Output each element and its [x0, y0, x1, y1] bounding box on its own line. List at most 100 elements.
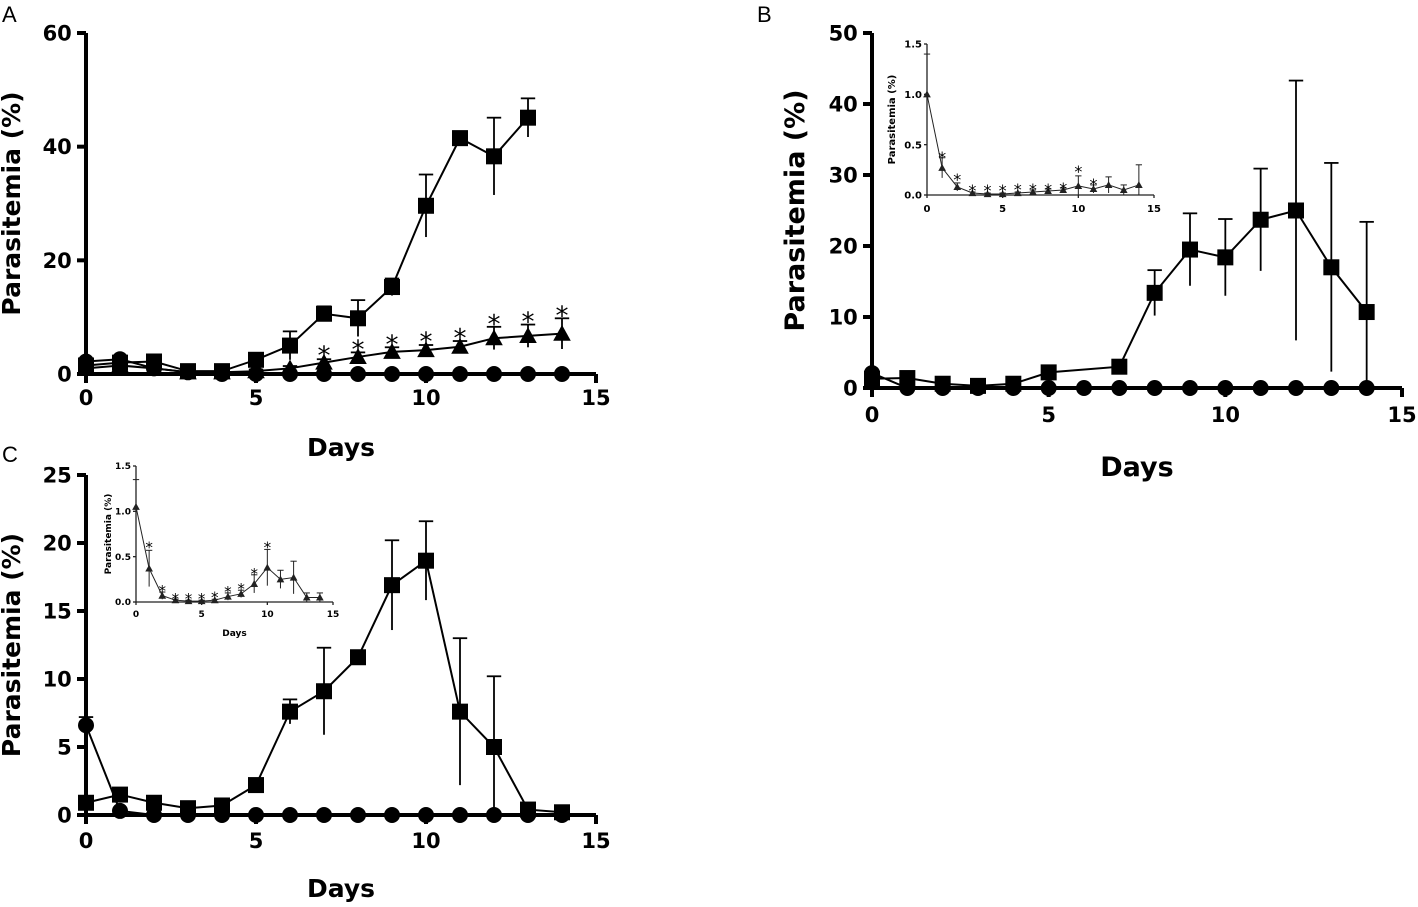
c-inset-x-tick-label-5: 5	[199, 610, 205, 620]
chart-panel-b-inset: 0 5 10 15 0.0 0.5 1.0 1.5 Parasitemia (%) * * * * * * *…	[887, 40, 1161, 215]
a-circle-point-1	[112, 351, 128, 368]
b-inset-y-tick-label-0.0: 0.0	[904, 191, 922, 202]
c-inset-x-tick-label-0: 0	[133, 610, 139, 620]
c-inset-y-tick-label-0.0: 0.0	[115, 598, 131, 608]
c-x-tick-label-10: 10	[411, 829, 440, 853]
b-inset-triangle-point-13	[1119, 186, 1128, 194]
b-inset-triangle-point-2	[953, 183, 962, 191]
c-x-tick-label-5: 5	[249, 829, 264, 853]
b-x-axis-title: Days	[1100, 452, 1173, 483]
b-inset-significance-star-7: *	[1029, 180, 1037, 199]
c-square-point-2	[146, 794, 162, 811]
c-x-tick-label-15: 15	[581, 829, 610, 853]
a-square-point-6	[282, 337, 298, 354]
c-inset-triangle-point-1	[145, 564, 153, 572]
c-y-tick-label-5: 5	[57, 736, 72, 760]
b-inset-significance-star-4: *	[984, 181, 992, 200]
b-square-point-8	[1146, 284, 1163, 301]
c-square-point-12	[486, 739, 502, 755]
c-y-tick-label-0: 0	[57, 804, 72, 828]
b-y-tick-label-10: 10	[829, 306, 858, 330]
b-x-tick-label-5: 5	[1041, 403, 1056, 427]
a-square-point-10	[418, 197, 434, 214]
c-inset-triangle-point-13	[302, 593, 311, 601]
b-y-tick-label-30: 30	[829, 164, 858, 188]
b-inset-significance-star-10: *	[1074, 162, 1082, 181]
c-y-tick-label-10: 10	[43, 668, 72, 692]
b-inset-significance-star-3: *	[968, 181, 976, 200]
a-y-tick-label-0: 0	[57, 363, 72, 387]
c-x-tick-label-0: 0	[79, 829, 94, 853]
c-square-point-9	[384, 577, 400, 594]
c-inset-x-axis-title: Days	[222, 629, 247, 639]
a-y-tick-label-20: 20	[43, 249, 72, 273]
b-inset-y-tick-label-0.5: 0.5	[904, 140, 922, 151]
b-square-point-11	[1252, 211, 1269, 228]
c-inset-triangle-point-12	[289, 573, 298, 581]
a-square-point-8	[350, 310, 366, 327]
b-y-tick-label-50: 50	[829, 22, 858, 46]
b-inset-significance-star-11: *	[1089, 175, 1097, 194]
a-triangle-point-10	[417, 341, 435, 358]
chart-panel-b: 0 5 10 15 0 10 20 30 40 50 Parasitemia (%) Days 0 5 10…	[780, 22, 1417, 483]
c-inset-y-axis-title: Parasitemia (%)	[104, 494, 114, 575]
b-inset-y-axis-title: Parasitemia (%)	[887, 75, 898, 165]
c-inset-significance-star-9: *	[250, 565, 258, 583]
c-inset-significance-star-10: *	[264, 539, 272, 557]
panel-letter-c: C	[2, 442, 18, 467]
c-inset-triangle-point-7	[224, 592, 232, 600]
c-inset-y-tick-label-0.5: 0.5	[115, 553, 131, 563]
b-square-point-14	[1358, 304, 1375, 321]
b-x-tick-label-10: 10	[1211, 403, 1240, 427]
a-triangle-point-12	[485, 329, 503, 346]
c-square-point-7	[316, 683, 332, 700]
b-inset-x-tick-label-15: 15	[1147, 204, 1161, 215]
a-triangle-point-13	[519, 327, 537, 343]
b-inset-significance-star-6: *	[1014, 180, 1022, 199]
b-inset-triangle-point-14	[1135, 181, 1143, 189]
b-inset-significance-star-9: *	[1059, 179, 1067, 198]
c-inset-x-tick-label-10: 10	[261, 610, 274, 620]
b-square-point-7	[1111, 358, 1128, 375]
b-inset-triangle-point-12	[1104, 181, 1113, 189]
b-inset-significance-star-8: *	[1044, 180, 1052, 199]
a-square-point-11	[452, 130, 468, 147]
panel-letter-a: A	[2, 2, 17, 27]
c-y-tick-label-20: 20	[43, 532, 72, 556]
c-inset-triangle-point-8	[237, 589, 245, 597]
a-triangle-point-11	[451, 337, 469, 354]
a-x-tick-label-0: 0	[79, 386, 94, 410]
a-x-tick-label-10: 10	[411, 386, 440, 410]
b-square-point-13	[1323, 259, 1340, 276]
a-y-tick-label-60: 60	[43, 22, 72, 46]
chart-panel-c-inset: 0 5 10 15 0.0 0.5 1.0 1.5 Parasitemia (%) Days * * *…	[104, 462, 339, 639]
c-inset-significance-star-5: *	[198, 590, 206, 608]
a-square-point-7	[316, 305, 332, 322]
b-inset-triangle-point-10	[1074, 182, 1083, 190]
a-triangle-point-14	[553, 324, 571, 341]
b-inset-x-tick-label-10: 10	[1071, 204, 1085, 215]
c-inset-triangle-point-9	[250, 580, 259, 587]
c-inset-triangle-point-10	[263, 563, 272, 571]
b-inset-significance-star-2: *	[953, 170, 961, 189]
c-square-point-8	[350, 649, 366, 666]
c-inset-triangle-point-14	[316, 593, 324, 601]
b-y-tick-label-40: 40	[829, 93, 858, 117]
a-significance-star-8: *	[352, 335, 365, 365]
b-x-tick-label-0: 0	[865, 403, 880, 427]
b-y-tick-label-20: 20	[829, 235, 858, 259]
b-square-point-10	[1217, 249, 1234, 266]
c-y-tick-label-15: 15	[43, 600, 72, 624]
b-inset-triangle-point-1	[938, 163, 946, 171]
c-inset-significance-star-8: *	[237, 580, 245, 598]
a-square-point-13	[520, 109, 536, 126]
a-significance-star-13: *	[522, 308, 535, 338]
b-inset-triangle-point-7	[1029, 188, 1037, 196]
a-significance-star-12: *	[488, 310, 501, 340]
b-square-point-12	[1288, 202, 1304, 219]
a-significance-star-7: *	[318, 342, 331, 372]
c-y-axis-title: Parasitemia (%)	[0, 533, 26, 757]
b-square-point-9	[1182, 241, 1198, 258]
a-y-tick-label-40: 40	[43, 135, 72, 159]
c-inset-significance-star-4: *	[185, 590, 193, 608]
